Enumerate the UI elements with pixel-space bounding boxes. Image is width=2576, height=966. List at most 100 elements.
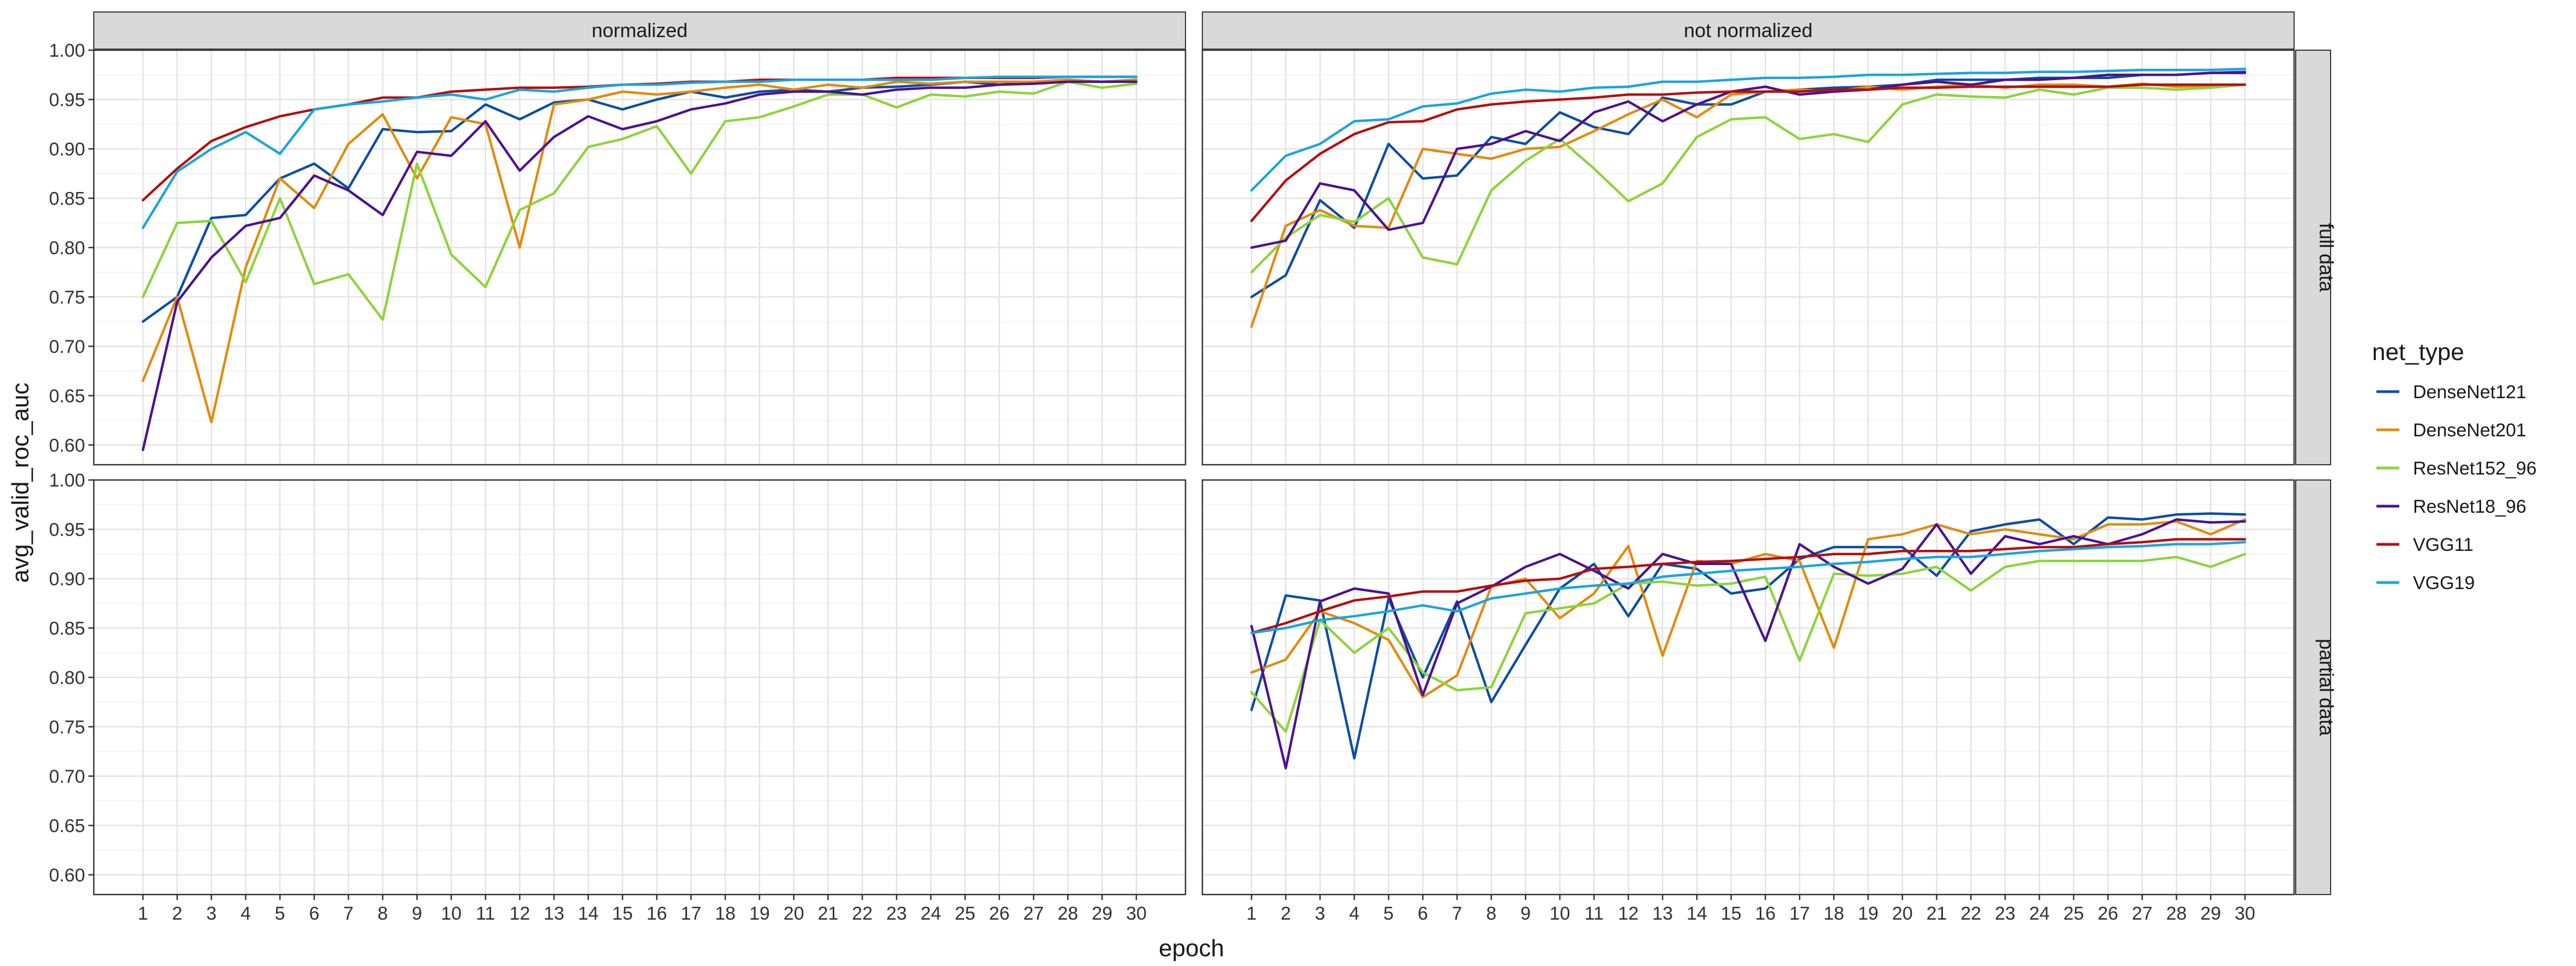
series-line-densenet201	[1250, 82, 2247, 328]
series-line-resnet18_96	[1250, 518, 2247, 770]
y-tick-label: 0.75	[49, 287, 85, 308]
x-tick-label: 20	[1892, 903, 1913, 924]
x-tick-label: 5	[1383, 903, 1394, 924]
x-tick-label: 24	[2029, 903, 2050, 924]
x-tick-label: 7	[1452, 903, 1462, 924]
y-tick-label: 0.95	[49, 519, 85, 540]
x-tick-label: 18	[715, 903, 736, 924]
series-line-vgg19	[141, 75, 1138, 229]
y-tick-label: 0.80	[49, 668, 85, 688]
x-tick-label: 29	[2200, 903, 2221, 924]
facet-strip-row-label: partial data	[2315, 639, 2338, 736]
facet-strip-col	[93, 11, 1186, 50]
series-line-resnet152_96	[141, 80, 1138, 321]
series-line-densenet201	[141, 79, 1138, 424]
x-tick-label: 16	[646, 903, 667, 924]
y-tick-label: 0.60	[49, 865, 85, 886]
x-tick-label: 22	[852, 903, 872, 924]
x-tick-label: 9	[412, 903, 422, 924]
legend-label: DenseNet201	[2413, 420, 2526, 441]
x-tick-label: 23	[886, 903, 907, 924]
legend-item: DenseNet121	[2376, 382, 2526, 403]
x-tick-label: 30	[2235, 903, 2255, 924]
panel-border	[1201, 479, 2295, 896]
x-tick-label: 26	[989, 903, 1010, 924]
x-tick-label: 21	[1927, 903, 1947, 924]
facet-strip-col-label: not normalized	[1684, 19, 1813, 41]
x-tick-label: 19	[1858, 903, 1879, 924]
x-tick-label: 4	[240, 903, 251, 924]
y-tick-label: 0.75	[49, 717, 85, 737]
series-line-resnet18_96	[141, 80, 1138, 452]
x-tick-label: 14	[1687, 903, 1707, 924]
series-line-vgg19	[1250, 68, 2247, 192]
y-tick-label: 1.00	[49, 40, 85, 61]
y-tick-label: 0.85	[49, 618, 85, 639]
x-axis-title: epoch	[1159, 935, 1224, 962]
y-tick-label: 0.80	[49, 238, 85, 259]
x-tick-label: 17	[681, 903, 701, 924]
x-tick-label: 13	[1652, 903, 1673, 924]
x-tick-label: 20	[784, 903, 804, 924]
panel-background	[94, 480, 1185, 895]
x-tick-label: 28	[1057, 903, 1078, 924]
x-tick-label: 26	[2098, 903, 2118, 924]
x-tick-label: 6	[309, 903, 320, 924]
x-tick-label: 10	[1550, 903, 1570, 924]
panel-border	[93, 479, 1187, 896]
x-tick-label: 25	[2063, 903, 2084, 924]
x-tick-label: 18	[1823, 903, 1844, 924]
x-tick-label: 23	[1995, 903, 2015, 924]
panels-layer: normalized not normalized full data partial…	[93, 11, 2338, 896]
x-tick-label: 12	[509, 903, 530, 924]
facet-strip-row	[2295, 479, 2331, 895]
x-tick-label: 11	[476, 903, 495, 924]
series-line-resnet152_96	[1250, 83, 2247, 274]
x-tick-label: 14	[578, 903, 599, 924]
y-tick-label: 1.00	[49, 470, 85, 491]
x-tick-label: 3	[1315, 903, 1325, 924]
y-tick-label: 0.70	[49, 337, 85, 357]
x-tick-label: 4	[1349, 903, 1359, 924]
x-tick-label: 1	[1247, 903, 1257, 924]
x-tick-label: 13	[544, 903, 564, 924]
x-tick-label: 15	[1721, 903, 1742, 924]
legend-title: net_type	[2372, 339, 2464, 365]
facet-panel	[1201, 479, 2295, 896]
legend-item: VGG11	[2376, 535, 2473, 555]
x-tick-label: 5	[275, 903, 285, 924]
series-line-vgg11	[1250, 83, 2247, 223]
facet-panel	[1201, 49, 2295, 466]
facet-strip-col	[1202, 11, 2295, 50]
panel-border	[93, 49, 1187, 466]
legend-item: VGG19	[2376, 573, 2475, 593]
x-tick-label: 24	[920, 903, 941, 924]
y-tick-label: 0.65	[49, 386, 85, 406]
series-line-resnet152_96	[1250, 553, 2247, 733]
x-tick-label: 30	[1126, 903, 1147, 924]
legend-label: VGG19	[2413, 573, 2475, 593]
y-axis-title: avg_valid_roc_auc	[7, 383, 34, 583]
y-tick-label: 0.90	[49, 139, 85, 160]
x-tick-label: 27	[2132, 903, 2153, 924]
panel-background	[94, 50, 1185, 465]
x-tick-label: 12	[1618, 903, 1639, 924]
facet-panel	[93, 479, 1187, 896]
axes-layer: 0.60 0.65 0.70 0.75 0.80 0.85 0.90 0.95 1.00 0.60…	[49, 40, 2255, 924]
legend-item: DenseNet201	[2376, 420, 2526, 441]
legend-item: ResNet18_96	[2376, 496, 2526, 517]
x-tick-label: 2	[172, 903, 182, 924]
y-tick-label: 0.70	[49, 766, 85, 787]
x-tick-label: 19	[749, 903, 770, 924]
legend-label: DenseNet121	[2413, 382, 2526, 403]
x-tick-label: 21	[818, 903, 839, 924]
x-tick-label: 11	[1585, 903, 1604, 924]
facet-strip-row	[2295, 50, 2331, 465]
series-line-vgg19	[1250, 541, 2247, 634]
panel-border	[1201, 49, 2295, 466]
x-tick-label: 28	[2166, 903, 2187, 924]
legend-label: ResNet18_96	[2413, 496, 2526, 517]
x-tick-label: 25	[955, 903, 976, 924]
x-tick-label: 16	[1755, 903, 1775, 924]
